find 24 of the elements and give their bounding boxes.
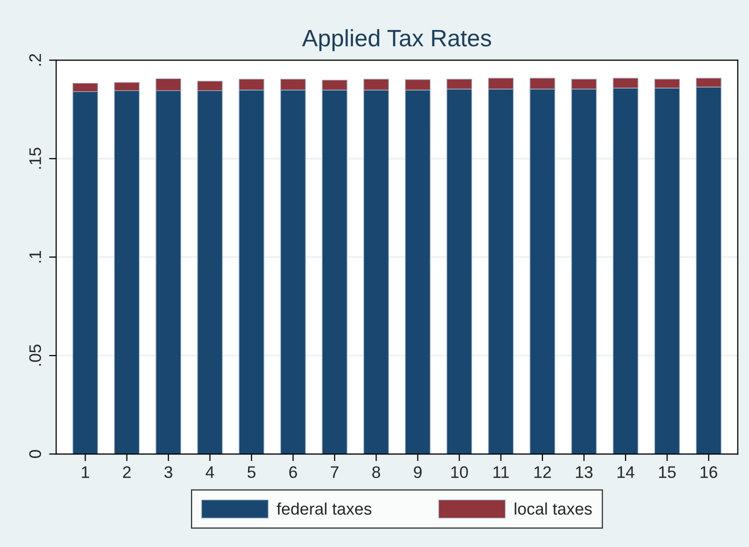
- y-tick-label: .1: [29, 250, 41, 263]
- x-tick-label: 7: [330, 466, 338, 478]
- x-tick-label: 6: [289, 466, 297, 478]
- x-tick-label: 3: [164, 466, 172, 478]
- y-tick-label: 0: [29, 450, 42, 458]
- x-tick-label: 15: [659, 466, 676, 478]
- x-tick-label: 1: [82, 466, 90, 478]
- x-tick-label: 12: [534, 466, 551, 478]
- legend-label: local taxes: [514, 502, 592, 515]
- y-tick-label: .15: [29, 148, 42, 169]
- x-tick-label: 8: [372, 466, 380, 478]
- x-tick-label: 2: [123, 466, 131, 478]
- y-tick-label: .2: [29, 54, 41, 66]
- x-tick-label: 13: [576, 466, 593, 478]
- x-tick-label: 5: [248, 466, 256, 478]
- x-tick-label: 9: [414, 466, 422, 478]
- x-tick-label: 4: [206, 466, 214, 478]
- chart-title: Applied Tax Rates: [302, 29, 492, 52]
- x-tick-label: 14: [618, 466, 634, 478]
- x-tick-label: 16: [700, 466, 718, 478]
- y-tick-label: .05: [29, 344, 42, 366]
- x-tick-label: 10: [451, 466, 468, 478]
- x-tick-label: 11: [493, 466, 509, 478]
- legend-label: federal taxes: [276, 502, 372, 515]
